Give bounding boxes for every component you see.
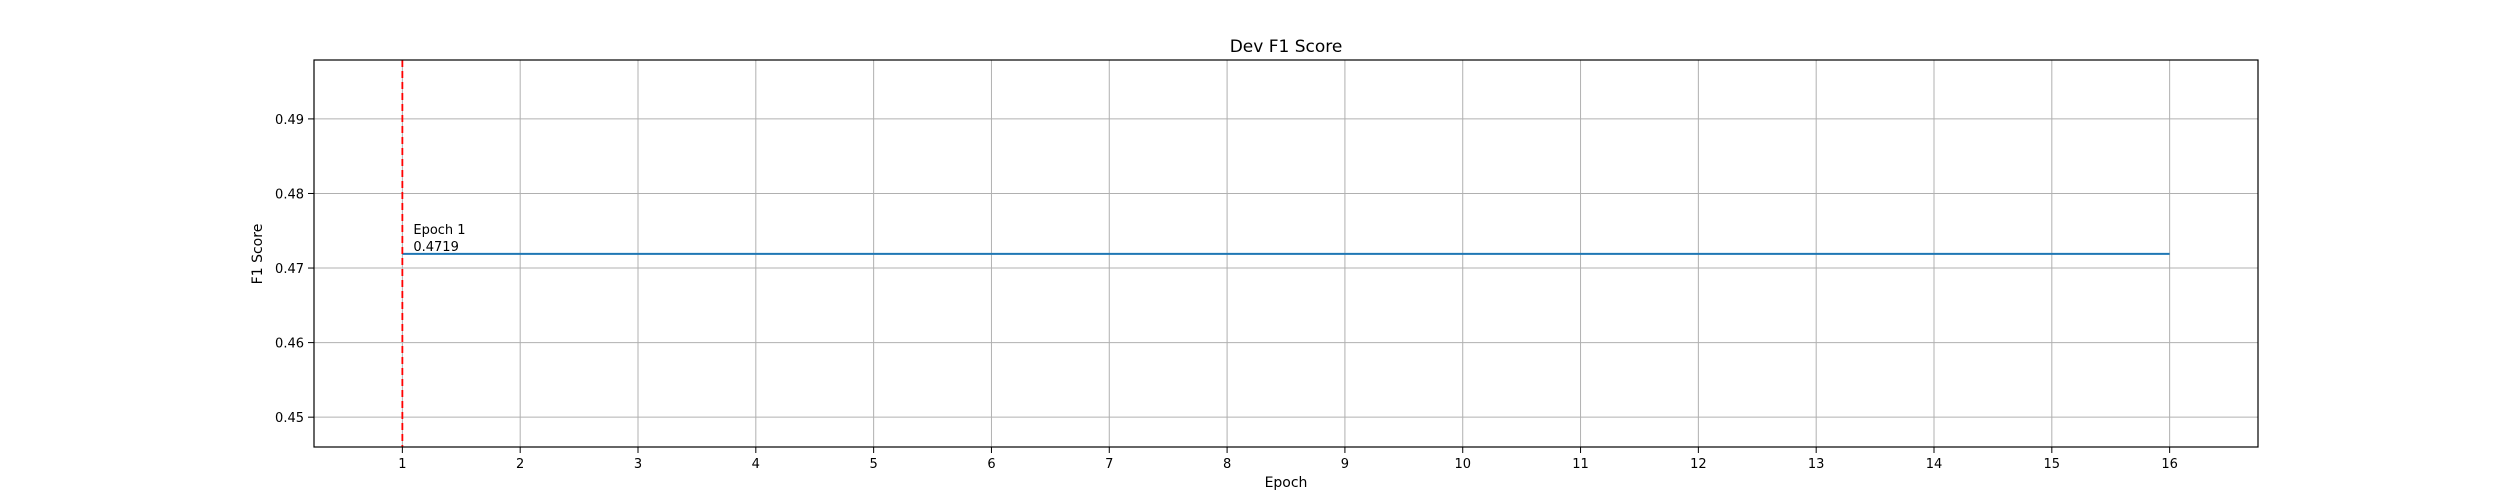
y-tick-label: 0.45 bbox=[275, 411, 304, 426]
x-tick-label: 7 bbox=[1105, 457, 1113, 472]
x-tick-label: 2 bbox=[516, 457, 524, 472]
y-tick-label: 0.47 bbox=[275, 262, 304, 277]
y-axis-ticks: 0.45 0.46 0.47 0.48 0.49 bbox=[275, 113, 314, 426]
plot-area-frame bbox=[313, 59, 2259, 448]
x-tick-label: 15 bbox=[2044, 457, 2061, 472]
x-tick-label: 3 bbox=[634, 457, 642, 472]
x-tick-label: 8 bbox=[1223, 457, 1231, 472]
x-tick-label: 14 bbox=[1926, 457, 1943, 472]
x-tick-label: 11 bbox=[1572, 457, 1589, 472]
y-tick-label: 0.48 bbox=[275, 187, 304, 202]
x-tick-label: 5 bbox=[869, 457, 877, 472]
annotation-layer: Epoch 1 0.4719 bbox=[413, 223, 465, 255]
x-tick-label: 10 bbox=[1454, 457, 1471, 472]
x-tick-label: 9 bbox=[1341, 457, 1349, 472]
x-axis-label: Epoch bbox=[1265, 475, 1308, 491]
y-tick-label: 0.46 bbox=[275, 337, 304, 352]
x-axis-ticks: 1 2 3 4 5 6 7 8 9 10 11 12 13 14 15 16 bbox=[398, 447, 2178, 472]
annotation-value-label: 0.4719 bbox=[413, 240, 459, 255]
x-tick-label: 16 bbox=[2161, 457, 2178, 472]
x-tick-label: 12 bbox=[1690, 457, 1707, 472]
x-tick-label: 1 bbox=[398, 457, 406, 472]
chart-title: Dev F1 Score bbox=[1230, 37, 1343, 57]
y-axis-label: F1 Score bbox=[250, 224, 266, 285]
y-tick-label: 0.49 bbox=[275, 113, 304, 128]
x-tick-label: 4 bbox=[752, 457, 760, 472]
x-tick-label: 13 bbox=[1808, 457, 1825, 472]
x-tick-label: 6 bbox=[987, 457, 995, 472]
annotation-epoch-label: Epoch 1 bbox=[413, 223, 465, 238]
